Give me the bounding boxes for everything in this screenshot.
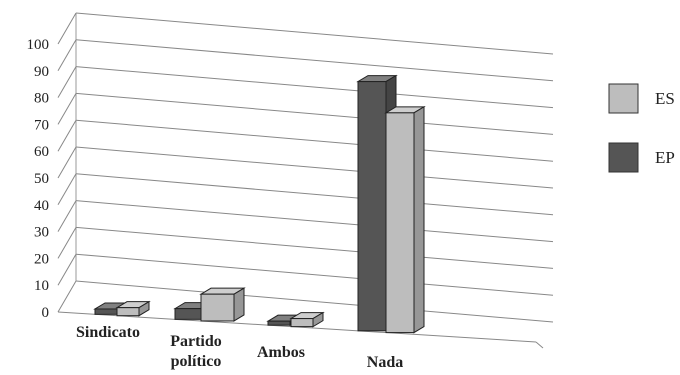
bar-es <box>289 311 325 328</box>
y-tick-label: 0 <box>42 305 50 321</box>
labels: 0 10 20 30 40 50 60 70 80 90 100 Sindicato Partido po… <box>27 37 404 371</box>
gridline-depth <box>57 66 77 98</box>
gridline <box>75 226 554 269</box>
bar-side-face <box>413 105 425 334</box>
gridline <box>75 173 554 216</box>
y-tick-label: 80 <box>34 91 49 107</box>
gridline <box>75 12 554 55</box>
y-tick-label: 10 <box>34 278 49 294</box>
bar-es <box>199 287 246 322</box>
floor-corner <box>535 341 544 349</box>
bar-front-face <box>357 81 387 332</box>
y-tick-label: 20 <box>34 251 49 267</box>
category-label-line: Ambos <box>257 344 305 361</box>
y-tick-label: 90 <box>34 64 49 80</box>
category-label-line: Sindicato <box>76 324 140 341</box>
gridline <box>75 253 554 296</box>
gridline-depth <box>57 93 77 125</box>
gridline-depth <box>57 146 77 179</box>
category-label-line: Partido <box>170 333 222 350</box>
y-tick-label: 60 <box>34 144 49 160</box>
y-tick-label: 40 <box>34 198 49 214</box>
category-label: Partido político <box>170 333 222 370</box>
gridline <box>75 200 554 243</box>
bar-front-face <box>94 308 118 315</box>
y-tick-label: 100 <box>27 37 50 53</box>
gridline-depth <box>57 12 77 45</box>
y-tick-label: 70 <box>34 117 49 133</box>
y-tick-label: 30 <box>34 225 49 241</box>
legend-swatch-ep <box>608 142 639 173</box>
category-label: Sindicato <box>76 324 140 341</box>
gridline-depth <box>57 227 77 259</box>
bar-es <box>384 105 426 334</box>
gridline <box>75 66 554 109</box>
gridline-depth <box>57 119 77 152</box>
legend: ES EP <box>608 83 675 173</box>
bar-front-face <box>385 112 415 334</box>
legend-label-es: ES <box>655 89 675 108</box>
grid <box>57 12 554 349</box>
bar-front-face <box>290 318 314 328</box>
category-label-line: Nada <box>367 354 403 371</box>
category-label: Ambos <box>257 344 305 361</box>
bars <box>93 74 426 334</box>
gridline <box>75 92 554 135</box>
legend-label-ep: EP <box>655 148 675 167</box>
gridline-depth <box>57 280 77 313</box>
bar-front-face <box>267 320 291 326</box>
bar-ep <box>266 314 302 327</box>
gridline <box>75 146 554 189</box>
gridline-depth <box>57 200 77 232</box>
bar-es <box>115 300 151 317</box>
category-label-line: político <box>171 353 222 370</box>
gridline <box>75 119 554 162</box>
bar-front-face <box>116 307 140 317</box>
category-label: Nada <box>367 354 403 371</box>
legend-swatch-es <box>608 83 639 114</box>
bar-side-face <box>233 287 245 322</box>
gridline <box>75 39 554 82</box>
gridline-depth <box>57 39 77 72</box>
gridline <box>75 280 554 323</box>
bar-front-face <box>200 293 235 322</box>
gridline-depth <box>57 253 77 286</box>
y-tick-label: 50 <box>34 171 49 187</box>
gridline-depth <box>57 173 77 206</box>
